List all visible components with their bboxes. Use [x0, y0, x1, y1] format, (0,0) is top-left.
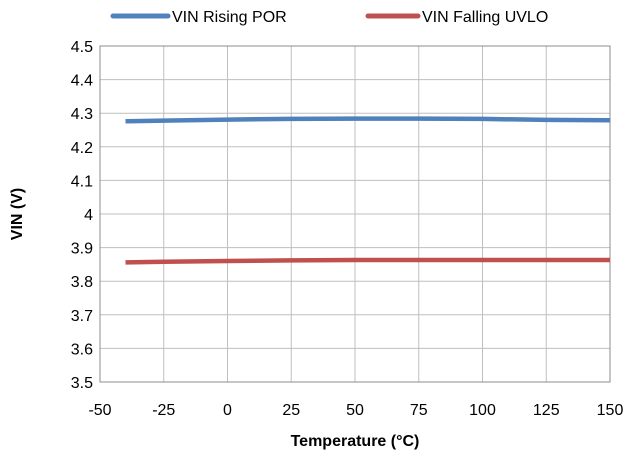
- legend-label-vin-rising-por: VIN Rising POR: [172, 9, 287, 26]
- y-tick-label: 3.9: [71, 241, 93, 258]
- y-tick-label: 3.6: [71, 341, 93, 358]
- y-tick-label: 4.5: [71, 39, 93, 56]
- legend: VIN Rising POR VIN Falling UVLO: [110, 9, 548, 26]
- y-tick-label: 3.7: [71, 308, 93, 325]
- legend-label-vin-falling-uvlo: VIN Falling UVLO: [422, 9, 548, 26]
- x-tick-label: 75: [410, 402, 428, 419]
- x-tick-label: 100: [469, 402, 496, 419]
- y-tick-label: 3.8: [71, 274, 93, 291]
- y-axis-title: VIN (V): [9, 188, 26, 240]
- grid: [99, 45, 611, 383]
- series-lines: [125, 116, 611, 265]
- x-tick-label: 25: [282, 402, 300, 419]
- series-line-vin-rising-por: [125, 116, 611, 124]
- y-tick-label: 4.2: [71, 140, 93, 157]
- y-tick-label: 4.1: [71, 173, 93, 190]
- x-axis-title: Temperature (°C): [291, 433, 420, 450]
- x-axis-tick-labels: -50 -25 0 25 50 75 100 125 150: [88, 402, 623, 419]
- x-tick-label: -50: [88, 402, 111, 419]
- y-tick-label: 4.4: [71, 73, 93, 90]
- y-axis-tick-labels: 4.5 4.4 4.3 4.2 4.1 4 3.9 3.8 3.7 3.6 3.5: [71, 39, 93, 392]
- series-line-vin-falling-uvlo: [125, 257, 610, 265]
- y-tick-label: 4: [84, 207, 93, 224]
- y-tick-label: 4.3: [71, 106, 93, 123]
- x-tick-label: 0: [223, 402, 232, 419]
- x-tick-label: 125: [533, 402, 560, 419]
- x-tick-label: -25: [152, 402, 175, 419]
- plot-area: [99, 45, 611, 383]
- y-tick-label: 3.5: [71, 375, 93, 392]
- x-tick-label: 150: [597, 402, 624, 419]
- x-tick-label: 50: [346, 402, 364, 419]
